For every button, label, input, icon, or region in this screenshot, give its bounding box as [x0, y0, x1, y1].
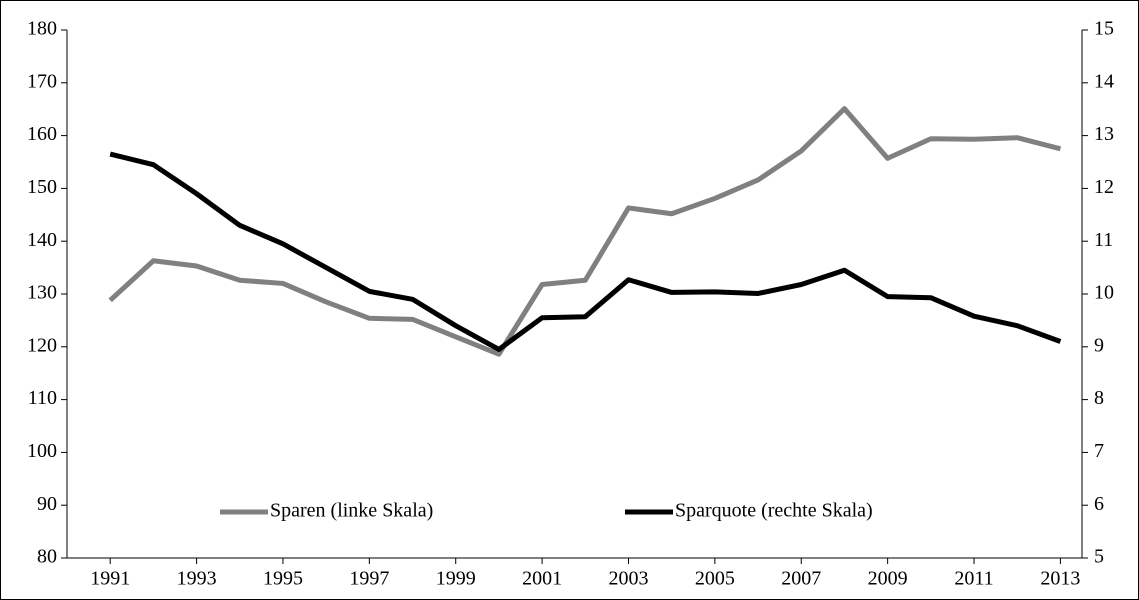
x-tick-label: 1999: [436, 568, 476, 590]
y-tick-label: 150: [27, 176, 57, 198]
x-tick-label: 1995: [263, 568, 303, 590]
y2-tick-label: 8: [1094, 387, 1104, 409]
series-line: [108, 106, 1062, 357]
x-tick-label: 1993: [177, 568, 217, 590]
y-tick-label: 80: [37, 546, 57, 568]
y2-tick-label: 12: [1094, 176, 1114, 198]
x-tick-label: 2005: [695, 568, 735, 590]
x-tick-label: 2007: [781, 568, 821, 590]
x-tick-label: 2001: [522, 568, 562, 590]
y-tick-label: 140: [27, 229, 57, 251]
legend-label: Sparquote (rechte Skala): [675, 500, 873, 522]
y2-tick-label: 15: [1094, 18, 1114, 40]
x-tick-label: 2009: [868, 568, 908, 590]
x-tick-label: 2003: [608, 568, 648, 590]
y2-tick-label: 9: [1094, 334, 1104, 356]
y-tick-label: 180: [27, 18, 57, 40]
y-tick-label: 120: [27, 334, 57, 356]
y-tick-label: 170: [27, 70, 57, 92]
y2-tick-label: 13: [1094, 123, 1114, 145]
legend-label: Sparen (linke Skala): [270, 500, 433, 522]
y-tick-label: 90: [37, 493, 57, 515]
x-tick-label: 1997: [349, 568, 389, 590]
y-tick-label: 110: [28, 387, 57, 409]
y2-tick-label: 6: [1094, 493, 1104, 515]
y2-tick-label: 11: [1094, 229, 1113, 251]
y-tick-label: 160: [27, 123, 57, 145]
y-tick-label: 100: [27, 440, 57, 462]
series-line: [109, 151, 1062, 352]
x-tick-label: 2011: [954, 568, 993, 590]
y2-tick-label: 14: [1094, 70, 1114, 92]
y2-tick-label: 5: [1094, 546, 1104, 568]
x-tick-label: 2013: [1040, 568, 1080, 590]
y-tick-label: 130: [27, 282, 57, 304]
y2-tick-label: 7: [1094, 440, 1104, 462]
y2-tick-label: 10: [1094, 282, 1114, 304]
x-tick-label: 1991: [90, 568, 130, 590]
